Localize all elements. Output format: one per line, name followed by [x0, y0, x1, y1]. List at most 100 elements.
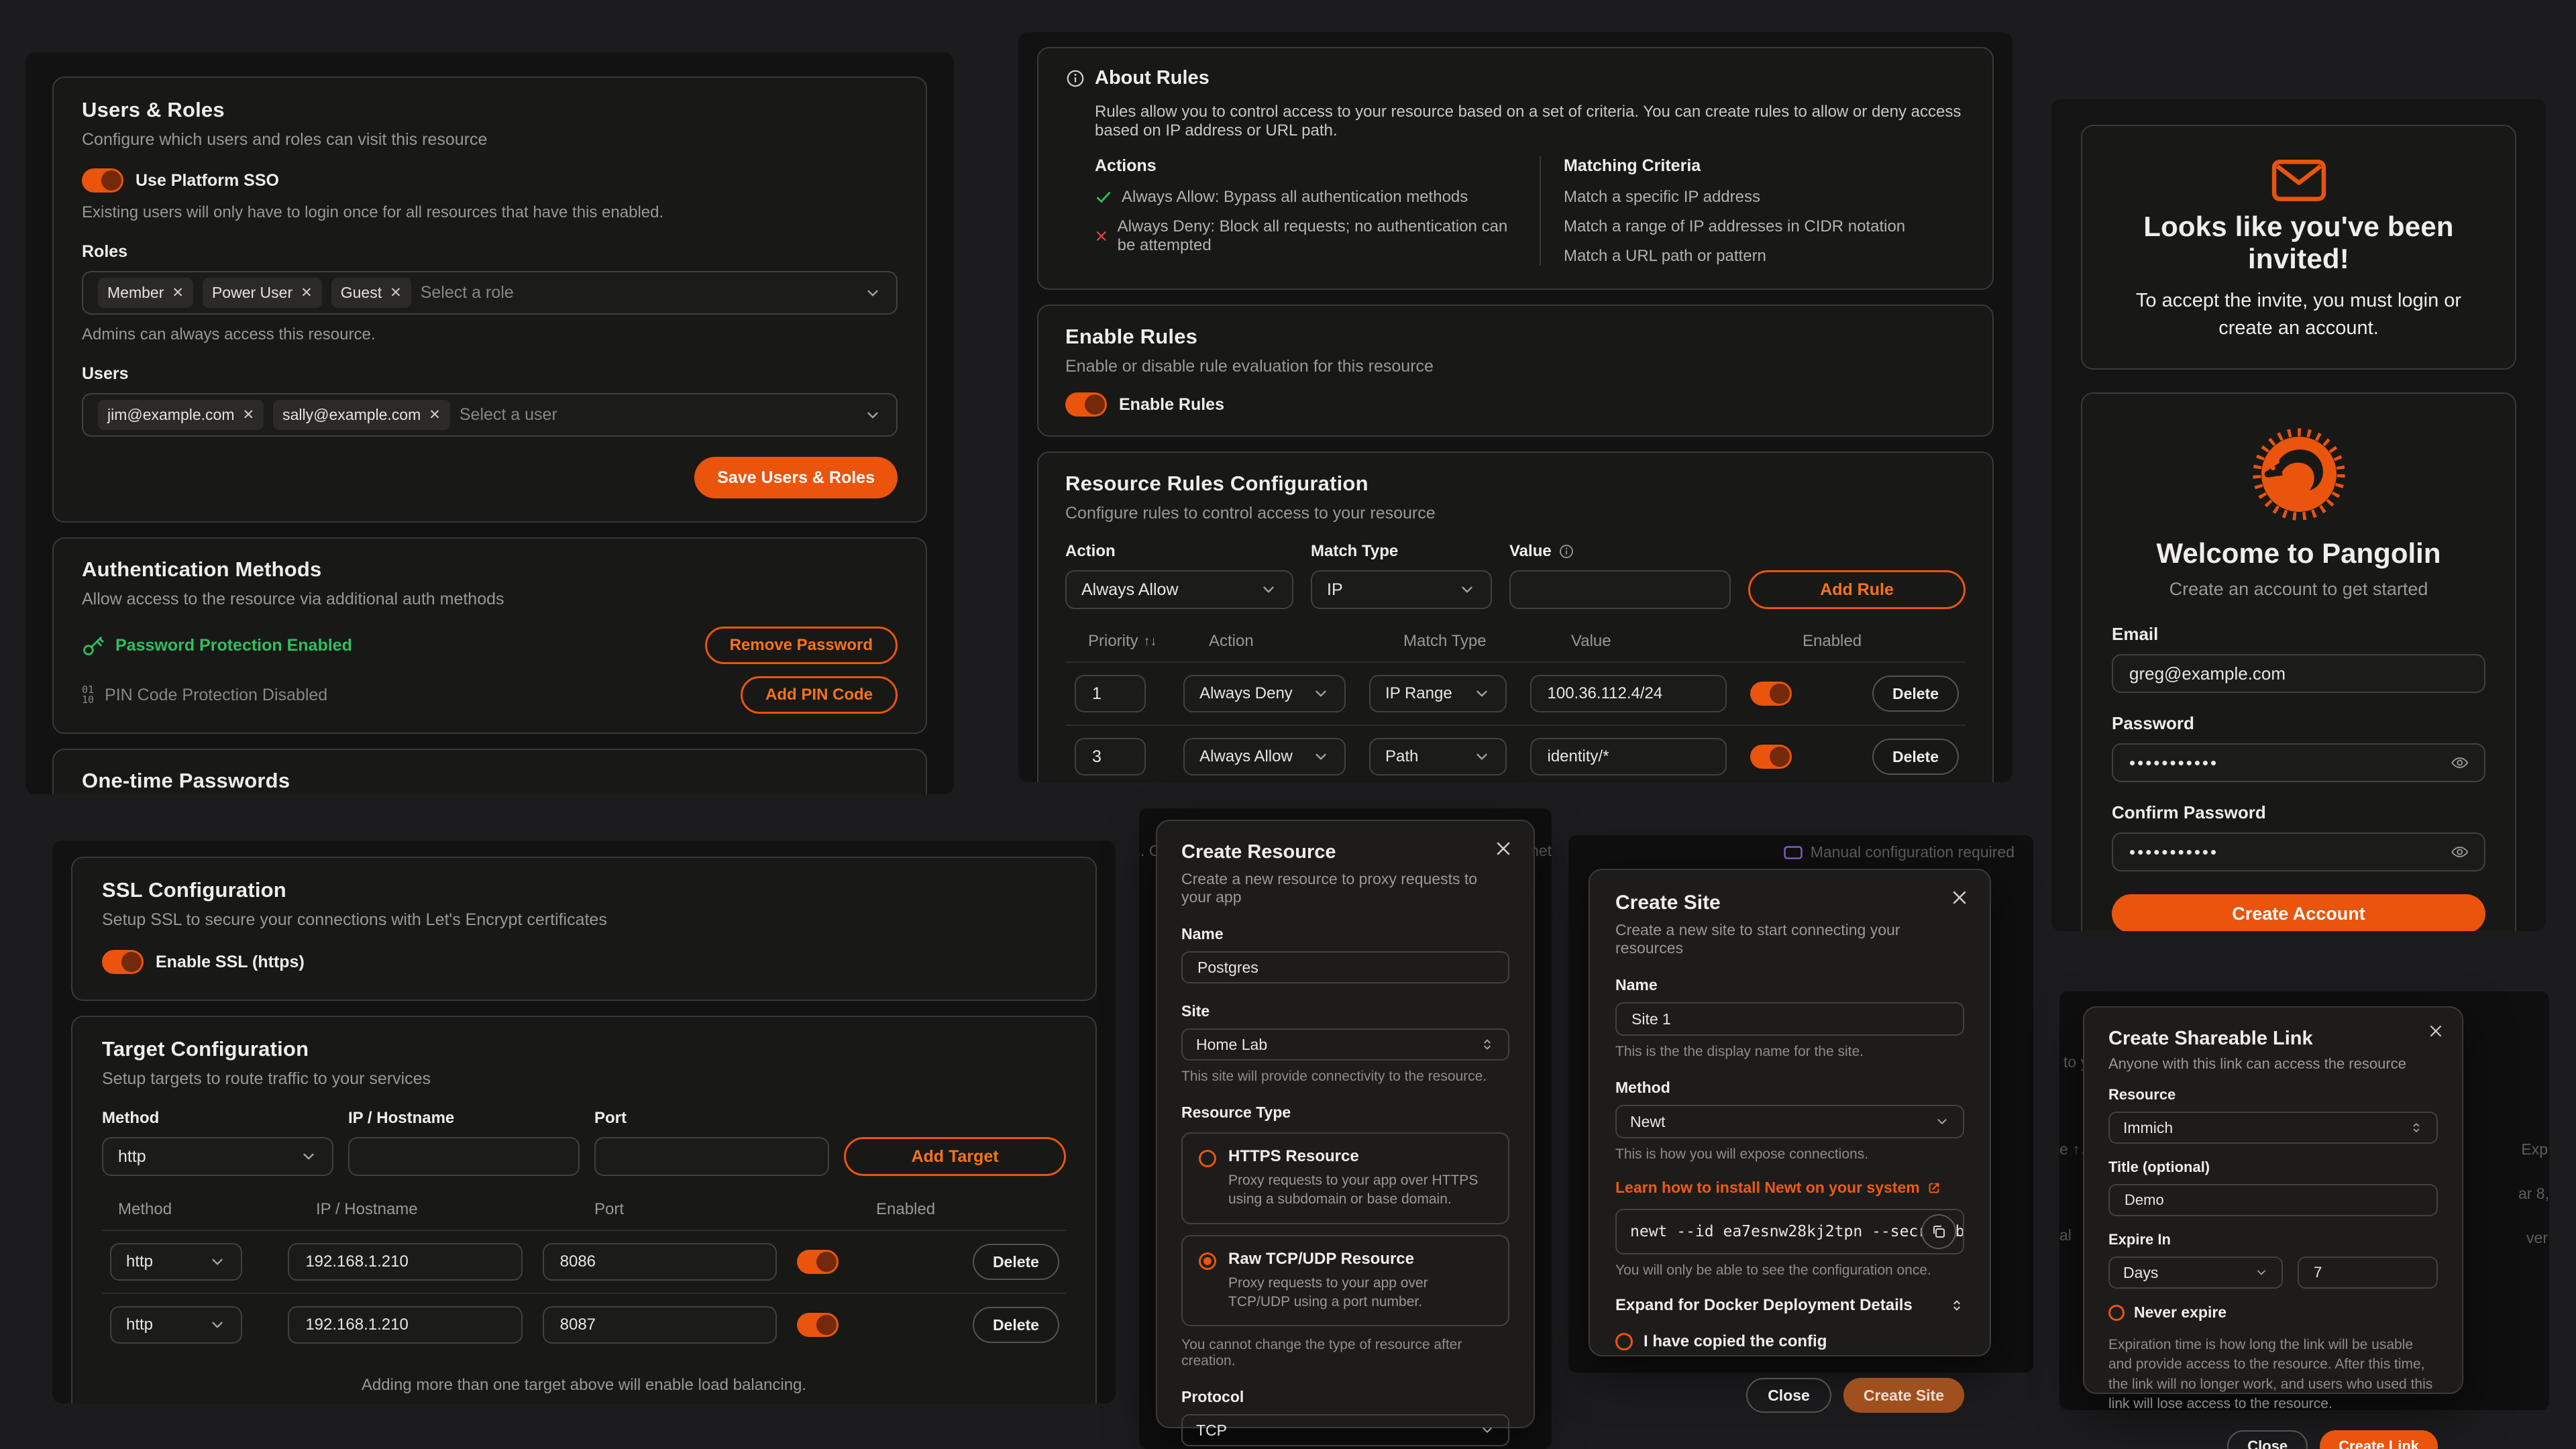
row-ip-input[interactable] [288, 1243, 523, 1281]
confirm-password-input[interactable] [2112, 833, 2485, 872]
close-icon[interactable] [1949, 888, 1970, 908]
row-method-select[interactable]: http [110, 1243, 243, 1281]
rule-action-select[interactable]: Always Allow [1065, 570, 1293, 609]
row-method-select[interactable]: http [110, 1306, 243, 1344]
protocol-select[interactable]: TCP [1181, 1414, 1509, 1447]
resource-label: Resource [2108, 1086, 2176, 1103]
raw-resource-option[interactable]: Raw TCP/UDP Resource Proxy requests to y… [1181, 1234, 1509, 1327]
add-target-button[interactable]: Add Target [844, 1137, 1066, 1176]
chevron-down-icon [867, 290, 878, 296]
port-header: Port [594, 1200, 625, 1218]
https-resource-option[interactable]: HTTPS Resource Proxy requests to your ap… [1181, 1132, 1509, 1224]
row-match-select[interactable]: Path [1369, 738, 1507, 775]
user-tag[interactable]: sally@example.com ✕ [273, 400, 450, 430]
row-port-input[interactable] [542, 1306, 777, 1344]
delete-target-button[interactable]: Delete [972, 1244, 1059, 1280]
expire-value-input[interactable] [2298, 1256, 2438, 1289]
target-method-select[interactable]: http [102, 1137, 333, 1176]
remove-password-button[interactable]: Remove Password [704, 627, 898, 664]
add-pin-code-button[interactable]: Add PIN Code [741, 676, 898, 714]
close-icon[interactable] [2427, 1022, 2445, 1040]
role-tag[interactable]: Guest ✕ [331, 278, 411, 308]
delete-target-button[interactable]: Delete [972, 1307, 1059, 1343]
platform-sso-toggle[interactable] [82, 168, 123, 193]
resource-name-input[interactable] [1181, 951, 1509, 983]
target-enabled-toggle[interactable] [796, 1313, 839, 1337]
copied-config-radio[interactable] [1615, 1333, 1633, 1350]
row-value-input[interactable] [1529, 738, 1727, 775]
share-resource-select[interactable]: Immich [2108, 1112, 2438, 1144]
remove-tag-icon[interactable]: ✕ [172, 285, 184, 301]
create-site-sub: Create a new site to start connecting yo… [1615, 921, 1900, 957]
create-resource-backdrop: . Cr net Create Resource Create a new re… [1139, 808, 1552, 1449]
radio-icon[interactable] [1199, 1150, 1216, 1167]
copied-config-label: I have copied the config [1644, 1332, 1827, 1350]
docker-expand-label[interactable]: Expand for Docker Deployment Details [1615, 1296, 1913, 1314]
user-tag[interactable]: jim@example.com ✕ [98, 400, 264, 430]
close-button[interactable]: Close [2227, 1430, 2308, 1449]
copy-button[interactable] [1921, 1214, 1956, 1249]
password-input[interactable] [2112, 743, 2485, 783]
radio-checked-icon[interactable] [1199, 1252, 1216, 1270]
share-title-input[interactable] [2108, 1184, 2438, 1216]
rule-value-input[interactable] [1509, 570, 1731, 609]
row-value-input[interactable] [1529, 675, 1727, 712]
terminal-icon [1783, 845, 1803, 859]
users-multiselect[interactable]: jim@example.com ✕ sally@example.com ✕ Sele… [82, 393, 898, 437]
role-tag[interactable]: Power User ✕ [202, 278, 322, 308]
create-site-button[interactable]: Create Site [1843, 1378, 1964, 1413]
rule-value-field[interactable] [1525, 579, 1715, 600]
role-tag[interactable]: Member ✕ [98, 278, 193, 308]
expire-unit-select[interactable]: Days [2108, 1256, 2283, 1289]
row-action-select[interactable]: Always Deny [1183, 675, 1346, 712]
priority-input[interactable] [1075, 675, 1146, 712]
eye-icon[interactable] [2451, 753, 2469, 773]
close-icon[interactable] [1493, 839, 1513, 859]
site-name-input[interactable] [1615, 1002, 1964, 1036]
remove-tag-icon[interactable]: ✕ [390, 285, 402, 301]
panel-invite-signup: Looks like you've been invited! To accep… [2051, 99, 2546, 931]
about-rules-title: About Rules [1095, 67, 1210, 89]
roles-multiselect[interactable]: Member ✕ Power User ✕ Guest ✕ Select a role [82, 271, 898, 315]
delete-rule-button[interactable]: Delete [1872, 739, 1960, 775]
enable-ssl-toggle[interactable] [102, 950, 144, 974]
rule-match-select[interactable]: IP [1311, 570, 1492, 609]
row-action-select[interactable]: Always Allow [1183, 738, 1346, 775]
site-method-select[interactable]: Newt [1615, 1105, 1964, 1138]
newt-command-block[interactable]: newt --id ea7esnw28kj2tpn --secret by7jf… [1615, 1209, 1964, 1254]
remove-tag-icon[interactable]: ✕ [301, 285, 313, 301]
email-input[interactable] [2112, 654, 2485, 694]
eye-icon[interactable] [2451, 842, 2469, 862]
expand-arrows-icon[interactable] [1949, 1298, 1964, 1313]
remove-tag-icon[interactable]: ✕ [429, 407, 441, 423]
create-site-backdrop: Manual configuration required Create Sit… [1568, 835, 2033, 1413]
card-auth-methods: Authentication Methods Allow access to t… [52, 537, 927, 734]
target-port-input[interactable] [594, 1137, 829, 1176]
add-rule-button[interactable]: Add Rule [1748, 570, 1966, 609]
enable-rules-toggle[interactable] [1065, 392, 1107, 417]
remove-tag-icon[interactable]: ✕ [242, 407, 255, 423]
create-link-button[interactable]: Create Link [2320, 1430, 2438, 1449]
create-account-button[interactable]: Create Account [2112, 894, 2485, 931]
sort-icon[interactable]: ↑↓ [1143, 633, 1157, 649]
save-users-roles-button[interactable]: Save Users & Roles [694, 457, 898, 498]
site-name-helper: This is the the display name for the sit… [1615, 1044, 1864, 1059]
never-expire-radio[interactable] [2108, 1304, 2125, 1321]
value-form-label: Value [1509, 542, 1552, 560]
rule-enabled-toggle[interactable] [1750, 682, 1792, 706]
target-enabled-toggle[interactable] [796, 1250, 839, 1274]
create-resource-sub: Create a new resource to proxy requests … [1181, 870, 1478, 906]
rule-enabled-toggle[interactable] [1750, 745, 1792, 769]
priority-input[interactable] [1075, 738, 1146, 775]
install-newt-link[interactable]: Learn how to install Newt on your system [1615, 1179, 1920, 1196]
delete-rule-button[interactable]: Delete [1872, 676, 1960, 712]
site-select[interactable]: Home Lab [1181, 1028, 1509, 1061]
row-port-input[interactable] [542, 1243, 777, 1281]
card-target-config: Target Configuration Setup targets to ro… [71, 1016, 1097, 1403]
close-button[interactable]: Close [1746, 1378, 1831, 1413]
create-resource-title: Create Resource [1181, 841, 1336, 863]
ip-form-label: IP / Hostname [348, 1109, 455, 1127]
row-match-select[interactable]: IP Range [1369, 675, 1507, 712]
row-ip-input[interactable] [288, 1306, 523, 1344]
target-ip-input[interactable] [348, 1137, 580, 1176]
